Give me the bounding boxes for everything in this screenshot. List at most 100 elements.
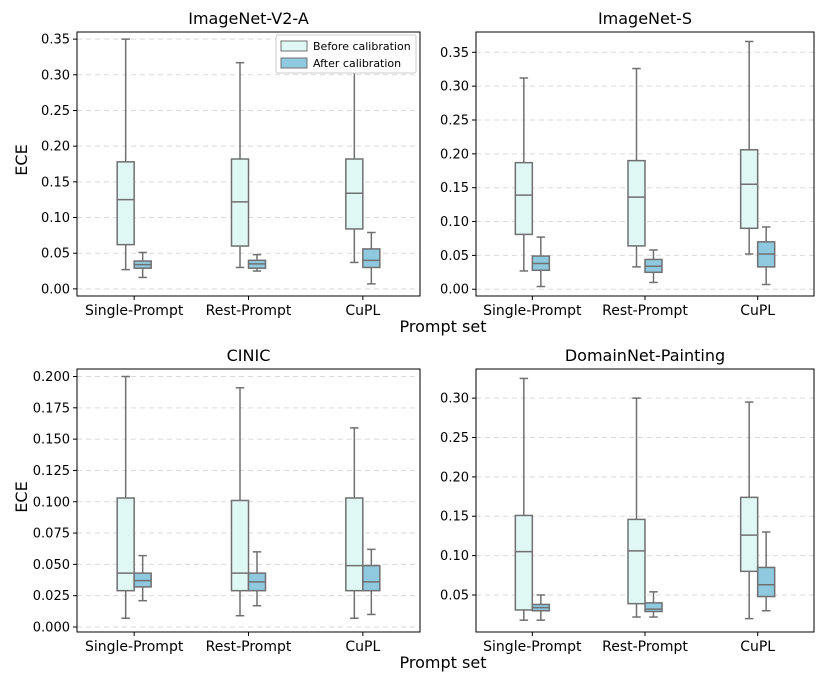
- box-after-cupl: [362, 231, 381, 285]
- y-tick-label: 0.05: [440, 588, 469, 603]
- panel-3: 0.000 0.025 0.050 0.075 0.100 0.125 0.150 0.175…: [33, 346, 421, 655]
- panel-title: ImageNet-S: [598, 9, 692, 28]
- x-tick-label: Rest-Prompt: [206, 639, 292, 655]
- box-iqr: [739, 496, 759, 573]
- panel-title: DomainNet-Painting: [565, 346, 725, 365]
- y-tick-label: 0.125: [33, 464, 70, 479]
- box-before-cupl: [345, 61, 364, 264]
- box-after-cupl: [362, 548, 381, 616]
- box-iqr: [627, 518, 646, 605]
- box-before-single-prompt: [116, 38, 135, 271]
- y-tick-label: 0.05: [41, 247, 70, 262]
- box-iqr: [230, 499, 250, 592]
- y-tick-label: 0.000: [33, 620, 70, 635]
- legend-frame: [275, 34, 417, 74]
- box-iqr: [116, 497, 135, 592]
- y-tick-label: 0.15: [41, 175, 70, 190]
- x-tick-label: Rest-Prompt: [602, 639, 688, 655]
- box-before-cupl: [345, 427, 364, 619]
- x-tick-label: CuPL: [740, 639, 775, 655]
- box-after-rest-prompt: [644, 249, 663, 284]
- box-before-rest-prompt: [230, 387, 250, 617]
- box-after-cupl: [756, 226, 776, 286]
- box-iqr: [756, 566, 776, 598]
- x-tick-label: CuPL: [740, 303, 775, 319]
- box-iqr: [739, 149, 759, 230]
- y-tick-label: 0.100: [33, 495, 70, 510]
- box-before-rest-prompt: [230, 61, 250, 269]
- y-tick-label: 0.20: [41, 140, 70, 155]
- box-after-single-prompt: [531, 594, 551, 621]
- x-axis-label-bottom: Prompt set: [400, 653, 487, 672]
- x-tick-label: Single-Prompt: [85, 303, 184, 319]
- box-before-cupl: [739, 40, 759, 255]
- y-tick-label: 0.20: [440, 147, 469, 162]
- y-tick-label: 0.00: [440, 283, 469, 298]
- y-tick-label: 0.175: [33, 401, 70, 416]
- y-tick-label: 0.025: [33, 589, 70, 604]
- y-tick-label: 0.25: [440, 114, 469, 129]
- box-before-single-prompt: [514, 377, 534, 621]
- x-tick-label: CuPL: [345, 639, 380, 655]
- x-tick-label: CuPL: [345, 303, 380, 319]
- x-axis-label-top: Prompt set: [400, 317, 487, 336]
- box-iqr: [345, 497, 364, 592]
- panel-title: CINIC: [227, 346, 271, 365]
- x-tick-label: Single-Prompt: [483, 639, 582, 655]
- y-tick-label: 0.30: [41, 68, 70, 83]
- y-axis-label-top: ECE: [12, 144, 31, 175]
- legend-swatch-before: [280, 40, 308, 52]
- box-iqr: [116, 161, 135, 246]
- y-tick-label: 0.00: [41, 282, 70, 297]
- box-before-rest-prompt: [627, 397, 646, 618]
- box-before-rest-prompt: [627, 67, 646, 268]
- box-iqr: [627, 159, 646, 247]
- y-tick-label: 0.30: [440, 392, 469, 407]
- panel-2: 0.00 0.05 0.10 0.15 0.20 0.25 0.30 0.35 ImageNet…: [440, 9, 815, 319]
- y-tick-label: 0.10: [440, 215, 469, 230]
- box-iqr: [514, 161, 534, 236]
- box-after-rest-prompt: [247, 551, 267, 607]
- y-tick-label: 0.35: [41, 33, 70, 48]
- y-tick-label: 0.050: [33, 558, 70, 573]
- y-tick-label: 0.30: [440, 80, 469, 95]
- box-iqr: [644, 602, 663, 613]
- y-axis-label-bottom: ECE: [12, 481, 31, 512]
- legend-swatch-after: [280, 57, 308, 69]
- box-iqr: [362, 248, 381, 269]
- legend-label-after: After calibration: [313, 57, 401, 70]
- box-before-single-prompt: [116, 375, 135, 619]
- x-tick-label: Rest-Prompt: [206, 303, 292, 319]
- box-after-single-prompt: [133, 251, 152, 279]
- panel-4: 0.05 0.10 0.15 0.20 0.25 0.30 DomainNet-Painti…: [440, 346, 815, 655]
- y-tick-label: 0.10: [41, 211, 70, 226]
- y-tick-label: 0.25: [440, 431, 469, 446]
- y-tick-label: 0.20: [440, 470, 469, 485]
- x-tick-label: Single-Prompt: [85, 639, 184, 655]
- box-after-cupl: [756, 531, 776, 612]
- x-tick-label: Rest-Prompt: [602, 303, 688, 319]
- panel-title: ImageNet-V2-A: [188, 9, 309, 28]
- y-tick-label: 0.200: [33, 370, 70, 385]
- box-iqr: [514, 514, 534, 611]
- y-tick-label: 0.150: [33, 433, 70, 448]
- box-after-single-prompt: [531, 236, 551, 288]
- y-tick-label: 0.075: [33, 527, 70, 542]
- box-after-rest-prompt: [247, 253, 267, 272]
- y-tick-label: 0.05: [440, 249, 469, 264]
- panel-1: 0.00 0.05 0.10 0.15 0.20 0.25 0.30 0.35 ImageNet…: [41, 9, 421, 319]
- y-tick-label: 0.15: [440, 510, 469, 525]
- x-tick-label: Single-Prompt: [483, 303, 582, 319]
- y-tick-label: 0.25: [41, 104, 70, 119]
- box-after-rest-prompt: [644, 591, 663, 618]
- box-iqr: [362, 564, 381, 592]
- legend-label-before: Before calibration: [313, 40, 411, 53]
- box-after-single-prompt: [133, 554, 152, 602]
- y-tick-label: 0.35: [440, 46, 469, 61]
- y-tick-label: 0.15: [440, 181, 469, 196]
- box-before-single-prompt: [514, 77, 534, 272]
- box-before-cupl: [739, 401, 759, 620]
- legend: Before calibration After calibration: [275, 34, 417, 74]
- y-tick-label: 0.10: [440, 549, 469, 564]
